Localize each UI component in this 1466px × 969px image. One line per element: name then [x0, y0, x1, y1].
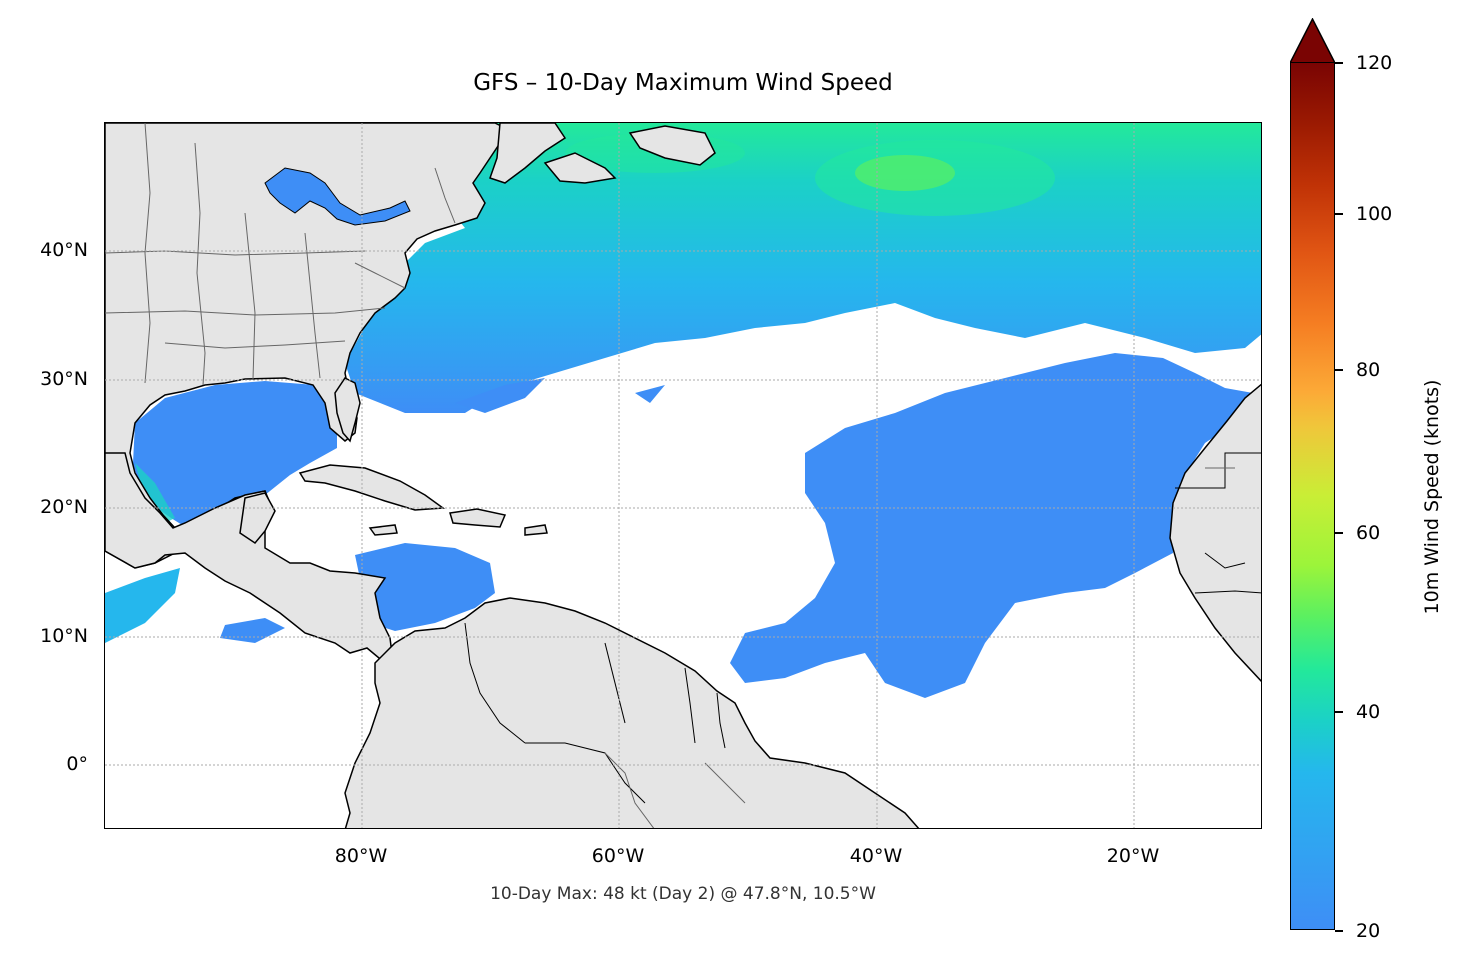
chart-title: GFS – 10-Day Maximum Wind Speed [473, 70, 893, 96]
lon-label-40w: 40°W [849, 845, 903, 867]
cuba [298, 464, 446, 511]
lat-label-40n: 40°N [40, 239, 88, 261]
gridlines [105, 123, 1261, 828]
lon-label-20w: 20°W [1106, 845, 1160, 867]
lat-label-10n: 10°N [40, 625, 88, 647]
colorbar-tick [1335, 711, 1343, 713]
lon-label-60w: 60°W [591, 845, 645, 867]
colorbar-label-100: 100 [1356, 203, 1393, 225]
colorbar-tick [1335, 532, 1343, 534]
land-south-america [344, 597, 920, 828]
land-africa [1169, 383, 1261, 682]
colorbar-label-40: 40 [1356, 701, 1381, 723]
lat-label-30n: 30°N [40, 368, 88, 390]
colorbar-tick [1335, 62, 1343, 64]
map-panel[interactable] [104, 122, 1262, 829]
colorbar [1290, 62, 1335, 930]
colorbar-extend-arrow [1290, 18, 1335, 64]
colorbar-label-80: 80 [1356, 359, 1381, 381]
max-wind-footer: 10-Day Max: 48 kt (Day 2) @ 47.8°N, 10.5… [490, 884, 876, 904]
state-borders [105, 123, 456, 386]
colorbar-tick [1335, 369, 1343, 371]
colorbar-tick [1335, 213, 1343, 215]
colorbar-label-20: 20 [1356, 920, 1381, 942]
colorbar-tick [1335, 930, 1343, 932]
lat-label-20n: 20°N [40, 496, 88, 518]
wind-field-gulf [133, 381, 337, 528]
wind-peak [855, 155, 955, 191]
wind-field-east [730, 353, 1261, 698]
lat-label-0: 0° [66, 753, 88, 775]
colorbar-title: 10m Wind Speed (knots) [1421, 379, 1443, 615]
wind-field-caribbean [355, 543, 495, 631]
colorbar-label-60: 60 [1356, 522, 1381, 544]
lon-label-80w: 80°W [334, 845, 388, 867]
colorbar-label-120: 120 [1356, 52, 1393, 74]
map-svg [105, 123, 1261, 828]
great-lakes [264, 167, 411, 226]
wind-field-pacific [105, 568, 180, 643]
land-central-america [105, 452, 396, 679]
